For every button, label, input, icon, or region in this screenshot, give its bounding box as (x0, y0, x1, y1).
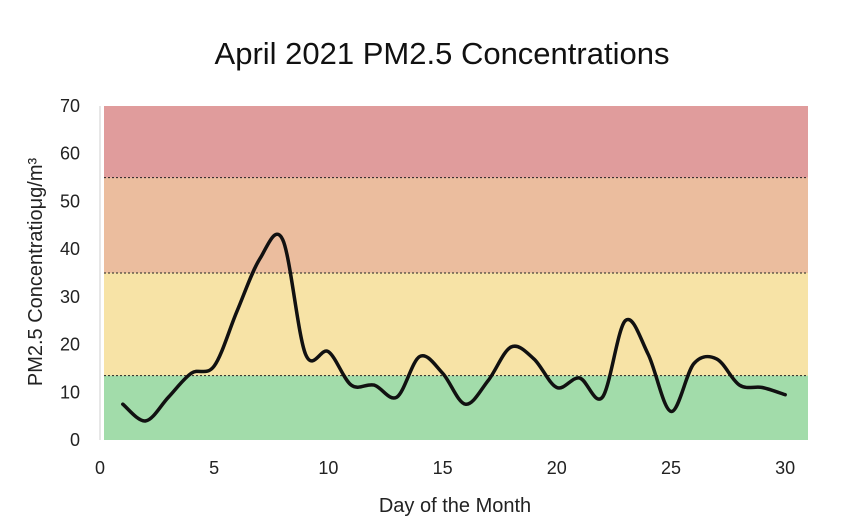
x-tick-label: 20 (547, 458, 567, 478)
y-tick-label: 70 (60, 96, 80, 116)
y-tick-label: 30 (60, 287, 80, 307)
x-tick-label: 0 (95, 458, 105, 478)
y-tick-label: 10 (60, 382, 80, 402)
band-layer (104, 106, 808, 440)
x-tick-label: 10 (318, 458, 338, 478)
y-tick-label: 50 (60, 191, 80, 211)
x-tick-label: 15 (433, 458, 453, 478)
band-1 (104, 273, 808, 376)
y-tick-labels: 0 10 20 30 40 50 60 70 (60, 96, 80, 450)
band-3 (104, 106, 808, 178)
series-layer (121, 232, 787, 423)
series-line-0 (121, 232, 787, 423)
x-tick-labels: 0 5 10 15 20 25 30 (95, 458, 795, 478)
y-tick-label: 0 (70, 430, 80, 450)
y-axis-label: PM2.5 Concentratioμg/m³ (25, 158, 47, 387)
x-axis-label: Day of the Month (379, 495, 531, 517)
x-tick-label: 25 (661, 458, 681, 478)
y-tick-label: 40 (60, 239, 80, 259)
band-0 (104, 375, 808, 440)
y-tick-label: 20 (60, 335, 80, 355)
x-tick-label: 30 (775, 458, 795, 478)
chart-title: April 2021 PM2.5 Concentrations (214, 36, 670, 71)
x-tick-label: 5 (209, 458, 219, 478)
band-boundaries (104, 177, 808, 377)
band-2 (104, 177, 808, 273)
y-tick-label: 60 (60, 144, 80, 164)
